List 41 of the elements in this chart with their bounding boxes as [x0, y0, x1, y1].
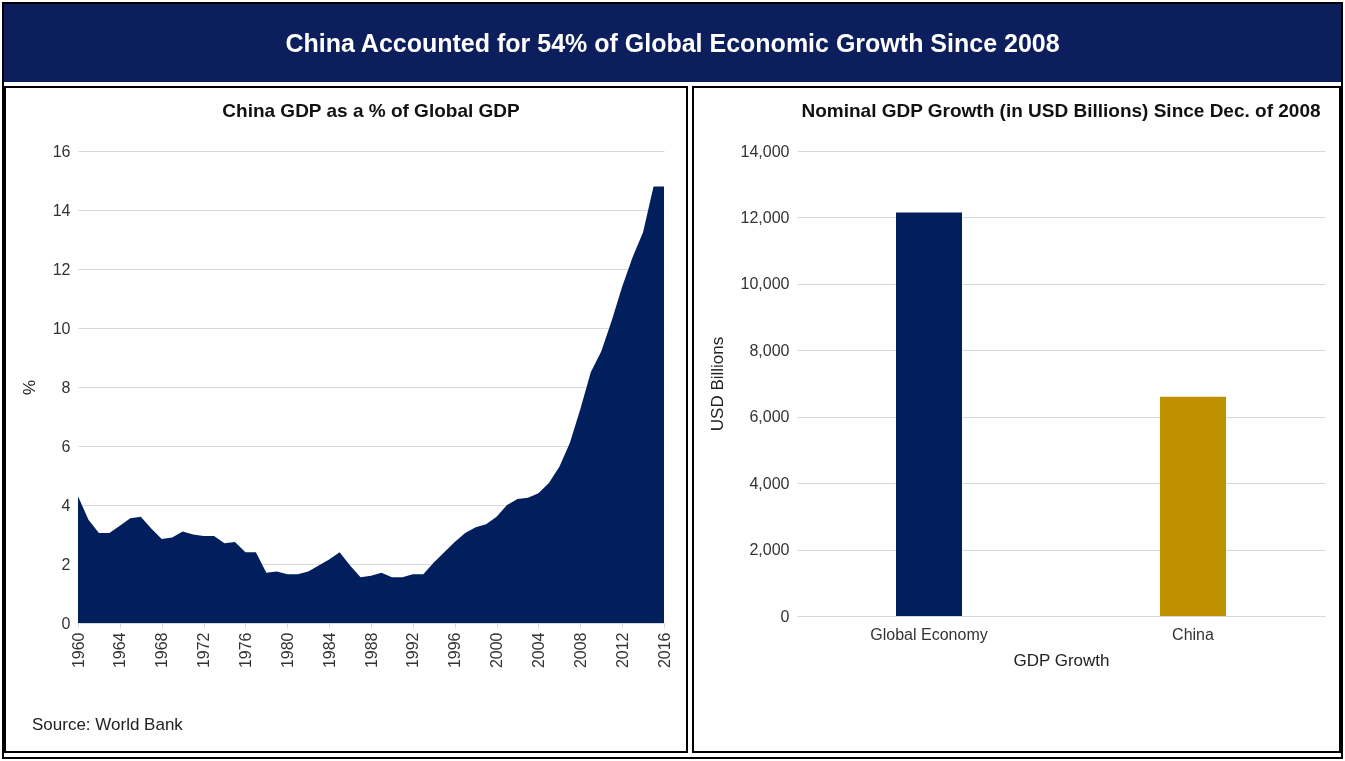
x-tick-label: 2016: [655, 632, 673, 669]
y-tick-label: 10,000: [740, 275, 790, 293]
y-tick-label: 16: [52, 142, 71, 160]
y-tick-label: 12: [52, 260, 71, 278]
x-axis-title: GDP Growth: [1013, 650, 1110, 670]
y-tick-label: 8,000: [749, 341, 790, 359]
x-tick-label: 1988: [362, 632, 380, 669]
x-tick-label: 2008: [571, 632, 589, 669]
y-tick-label: 4,000: [749, 474, 790, 492]
x-tick-label: 1964: [111, 632, 129, 669]
chart-subtitle: China GDP as a % of Global GDP: [222, 100, 521, 121]
y-tick-label: 14: [52, 201, 71, 219]
y-tick-label: 6: [61, 437, 71, 455]
y-tick-label: 14,000: [740, 142, 790, 160]
source-note: Source: World Bank: [32, 715, 183, 735]
x-tick-label: China: [1172, 625, 1214, 643]
x-tick-label: 1976: [236, 632, 254, 669]
x-tick-label: 2000: [488, 632, 506, 669]
y-tick-label: 0: [61, 614, 71, 632]
chart-title: Nominal GDP Growth (in USD Billions) Since Dec. of 2008: [801, 100, 1321, 121]
y-axis-title: USD Billions: [707, 336, 727, 432]
x-tick-label: 2004: [529, 632, 547, 669]
y-tick-label: 10: [52, 319, 71, 337]
y-tick-label: 2: [61, 555, 71, 573]
x-tick-label: 1984: [320, 632, 338, 669]
x-tick-label: 1992: [404, 632, 422, 669]
y-tick-label: 2,000: [749, 541, 790, 559]
x-tick-label: 1996: [446, 632, 464, 669]
y-tick-label: 4: [61, 496, 71, 514]
x-tick-label: 2012: [613, 632, 631, 669]
y-tick-label: 12,000: [740, 208, 790, 226]
y-tick-label: 8: [61, 378, 71, 396]
y-axis-title: %: [19, 379, 39, 396]
x-tick-label: 1968: [153, 632, 171, 669]
x-tick-label: 1972: [195, 632, 213, 669]
x-tick-label: Global Economy: [870, 625, 988, 643]
x-tick-label: 1980: [278, 632, 296, 669]
chart-title: China Accounted for 54% of Global Economic Growth Since 2008: [4, 4, 1341, 82]
y-tick-label: 0: [780, 607, 790, 625]
x-tick-label: 1960: [69, 632, 87, 669]
y-tick-label: 6,000: [749, 408, 790, 426]
